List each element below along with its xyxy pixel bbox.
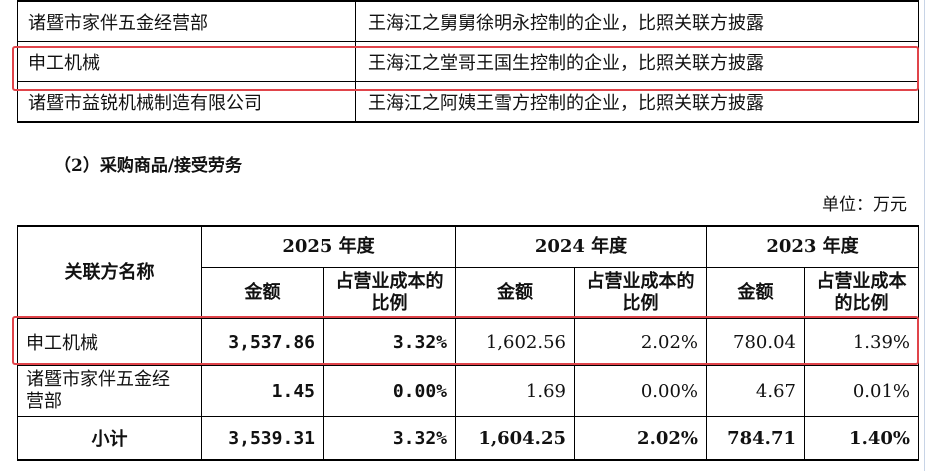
ratio-header: 占营业成本的比例: [323, 267, 456, 319]
table-row: 诸暨市家伴五金经营部 王海江之舅舅徐明永控制的企业，比照关联方披露: [17, 0, 919, 42]
section-heading: （2）采购商品/接受劳务: [54, 156, 243, 176]
total-row: 小计 3,539.31 3.32% 1,604.25 2.02% 784.71 …: [17, 416, 919, 461]
table-row: 诸暨市益锐机械制造有限公司 王海江之阿姨王雪方控制的企业，比照关联方披露: [17, 81, 919, 123]
header-row-years: 关联方名称 2025 年度 2024 年度 2023 年度: [17, 225, 919, 319]
ratio-2023: 0.01%: [804, 365, 919, 417]
amount-header: 金额: [455, 267, 575, 319]
amount-2024: 1.69: [455, 365, 575, 417]
amount-2023: 4.67: [706, 365, 805, 417]
party-relation: 王海江之阿姨王雪方控制的企业，比照关联方披露: [355, 81, 919, 123]
party-name: 诸暨市家伴五金经营部: [17, 0, 356, 42]
total-ratio-2023: 1.40%: [804, 416, 919, 461]
party-name: 申工机械: [17, 318, 202, 366]
party-name: 诸暨市家伴五金经营部: [17, 365, 202, 417]
total-amount-2023: 784.71: [706, 416, 805, 461]
name-column-header: 关联方名称: [17, 225, 202, 319]
total-ratio-2025: 3.32%: [323, 416, 456, 461]
party-relation: 王海江之舅舅徐明永控制的企业，比照关联方披露: [355, 0, 919, 42]
total-label: 小计: [17, 416, 202, 461]
ratio-2024: 0.00%: [574, 365, 707, 417]
amount-header: 金额: [706, 267, 805, 319]
ratio-header: 占营业成本的比例: [574, 267, 707, 319]
year-header-2023: 2023 年度: [706, 225, 919, 268]
purchase-table: 关联方名称 2025 年度 2024 年度 2023 年度 金额 占营业成本的比…: [17, 225, 919, 461]
unit-label: 单位：万元: [822, 195, 907, 215]
party-name: 诸暨市益锐机械制造有限公司: [17, 81, 356, 123]
year-header-2024: 2024 年度: [455, 225, 707, 268]
ratio-header: 占营业成本的比例: [804, 267, 919, 319]
amount-header: 金额: [201, 267, 324, 319]
highlight-box-row: [12, 316, 919, 365]
ratio-2025: 0.00%: [323, 365, 456, 417]
amount-2025: 3,537.86: [201, 318, 324, 366]
highlight-box-top: [12, 46, 919, 91]
ratio-2024: 2.02%: [574, 318, 707, 366]
table-row: 诸暨市家伴五金经营部 1.45 0.00% 1.69 0.00% 4.67 0.…: [17, 365, 919, 417]
amount-2025: 1.45: [201, 365, 324, 417]
ratio-2025: 3.32%: [323, 318, 456, 366]
total-amount-2025: 3,539.31: [201, 416, 324, 461]
right-margin-line: [924, 0, 925, 471]
year-header-2025: 2025 年度: [201, 225, 456, 268]
total-ratio-2024: 2.02%: [574, 416, 707, 461]
total-amount-2024: 1,604.25: [455, 416, 575, 461]
